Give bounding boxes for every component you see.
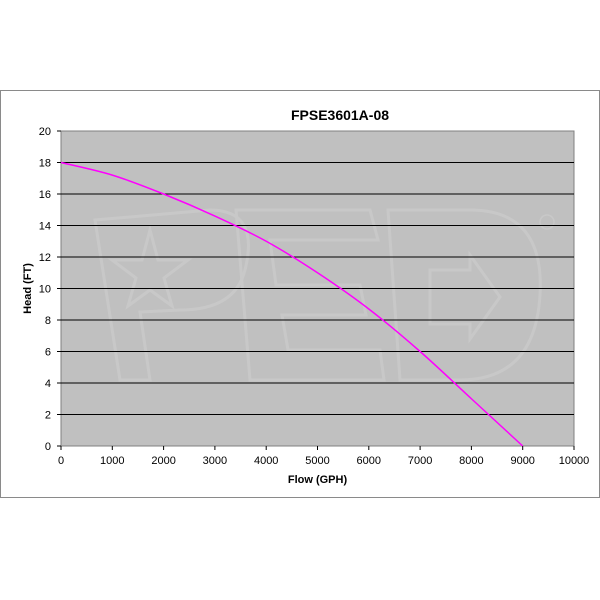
y-axis-title: Head (FT) (22, 263, 34, 314)
x-tick-label: 3000 (203, 455, 227, 467)
series-group (60, 161, 524, 447)
y-tick-label: 10 (39, 284, 51, 296)
y-tick-label: 6 (45, 347, 51, 359)
x-tick-label: 7000 (408, 455, 432, 467)
x-tick-label: 6000 (357, 455, 381, 467)
watermark-letter-e (234, 208, 386, 382)
y-tick-label: 14 (39, 221, 51, 233)
y-tick-label: 4 (45, 378, 51, 390)
series-line (60, 161, 524, 447)
y-tick-label: 16 (39, 189, 51, 201)
x-tick-label: 1000 (100, 455, 124, 467)
x-tick-label: 8000 (459, 455, 483, 467)
x-tick-label: 2000 (151, 455, 175, 467)
watermark-letter-d (386, 208, 542, 382)
x-axis-title: Flow (GPH) (288, 474, 348, 486)
pse-watermark-logo (93, 208, 555, 382)
watermark-registered-mark (539, 214, 555, 230)
x-tick-label: 10000 (559, 455, 590, 467)
y-tick-label: 12 (39, 252, 51, 264)
watermark-letter-p (93, 208, 250, 382)
watermark-shape (93, 208, 555, 382)
x-tick-label: 0 (58, 455, 64, 467)
y-tick-label: 18 (39, 158, 51, 170)
grid-lines (61, 162, 574, 415)
y-tick-label: 20 (39, 126, 51, 138)
chart-title: FPSE3601A-08 (291, 107, 389, 123)
watermark-star (107, 224, 193, 310)
y-tick-label: 8 (45, 315, 51, 327)
tick-labels: 0 1000 2000 3000 4000 5000 6000 7000 8000 9000 100… (39, 126, 590, 467)
x-tick-label: 4000 (254, 455, 278, 467)
x-tick-label: 9000 (510, 455, 534, 467)
y-tick-label: 2 (45, 410, 51, 422)
watermark-arrow (428, 250, 502, 344)
y-tick-label: 0 (45, 441, 51, 453)
x-tick-label: 5000 (305, 455, 329, 467)
